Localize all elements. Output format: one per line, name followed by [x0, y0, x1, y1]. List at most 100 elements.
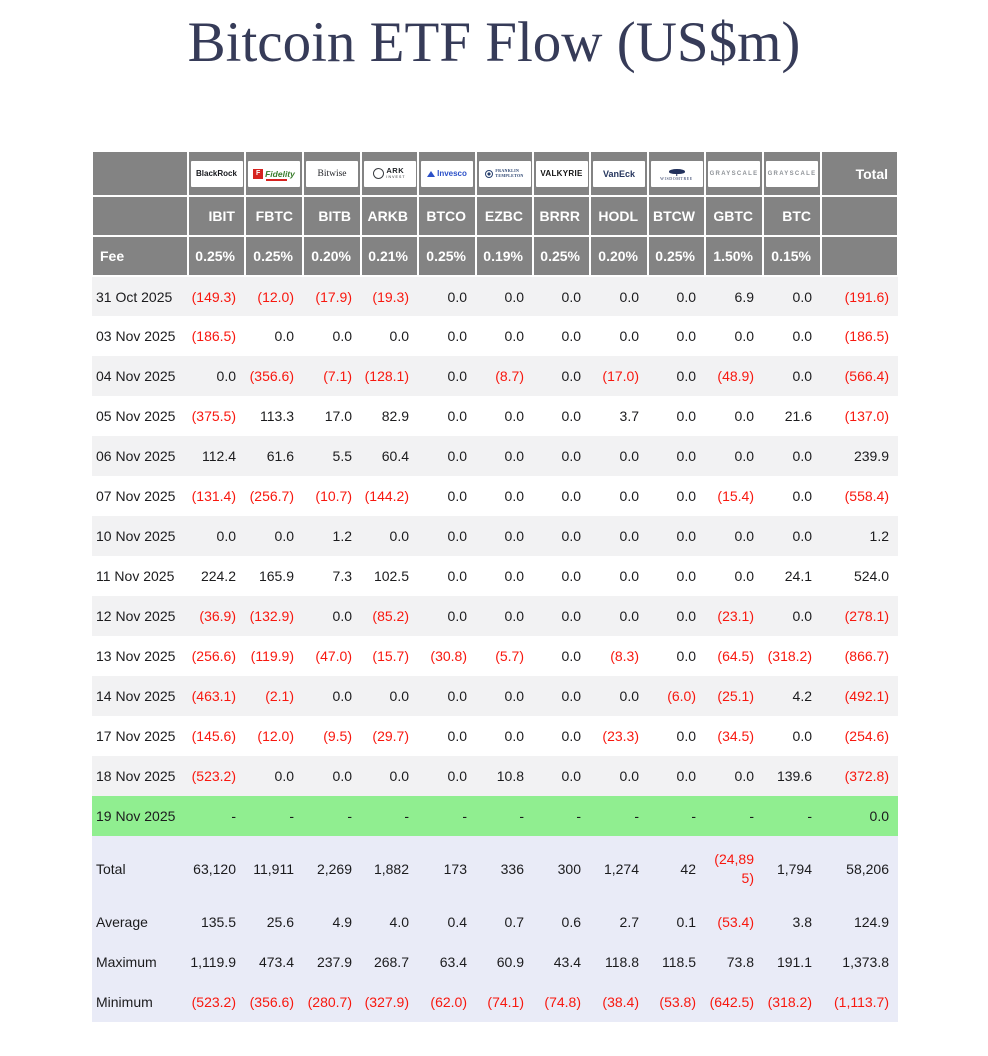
fidelity-logo-text: Fidelity: [265, 168, 295, 181]
bitwise-logo: Bitwise: [306, 160, 358, 187]
corner-cell: [91, 150, 189, 197]
etf-flow-table-container: BlackRock F Fidelity Bitwise ARK INVEST Invesc…: [91, 150, 899, 1022]
blackrock-logo-text: BlackRock: [196, 169, 237, 178]
date-cell: 31 Oct 2025: [96, 288, 173, 305]
flow-cell: (23.3): [602, 728, 639, 744]
ticker-header: GBTC: [704, 195, 764, 237]
wisdomtree-tree-icon: [668, 168, 685, 174]
summary-total-cell: 1,373.8: [842, 953, 889, 970]
date-cell: 10 Nov 2025: [96, 528, 176, 544]
flow-cell: 17.0: [324, 408, 352, 424]
date-cell: 06 Nov 2025: [96, 448, 176, 464]
flow-cell: (19.3): [372, 288, 409, 305]
summary-cell: 0.7: [504, 913, 524, 930]
flow-cell: 0.0: [504, 328, 524, 344]
valkyrie-logo-text: VALKYRIE: [540, 169, 583, 178]
summary-cell: (38.4): [602, 993, 639, 1010]
ark-logo: ARK INVEST: [363, 160, 416, 187]
flow-cell: (5.7): [495, 648, 524, 664]
table-row: 07 Nov 2025 (131.4) (256.7) (10.7) (144.2) 0.…: [92, 476, 898, 516]
summary-row: Maximum 1,119.9 473.4 237.9 268.7 63.4 60.9 43.…: [92, 942, 898, 982]
logo-cell: VALKYRIE: [532, 150, 591, 197]
summary-cell: 73.8: [726, 953, 754, 970]
flow-cell: 0.0: [504, 448, 524, 464]
summary-cell: (523.2): [191, 993, 236, 1010]
flow-cell: 0.0: [561, 688, 581, 704]
date-cell: 12 Nov 2025: [96, 608, 176, 624]
summary-cell: (24,895): [714, 851, 754, 886]
grayscale-logo: GRAYSCALE: [766, 160, 818, 187]
flow-cell: 24.1: [784, 568, 812, 584]
fee-cell: 1.50%: [704, 235, 764, 277]
flow-cell: (25.1): [717, 688, 754, 704]
grayscale-logo-text: GRAYSCALE: [709, 170, 759, 177]
summary-cell: 1,274: [603, 860, 639, 877]
logo-cell: BlackRock: [187, 150, 246, 197]
flow-cell: 0.0: [389, 328, 409, 344]
summary-cell: 43.4: [553, 953, 581, 970]
etf-flow-table: BlackRock F Fidelity Bitwise ARK INVEST Invesc…: [91, 150, 899, 1022]
fidelity-logo: F Fidelity: [248, 160, 300, 187]
date-cell: 19 Nov 2025: [96, 808, 176, 824]
logo-cell: F Fidelity: [244, 150, 304, 197]
flow-cell: (6.0): [667, 688, 696, 704]
flow-cell: 7.3: [332, 568, 352, 584]
flow-cell: 0.0: [504, 488, 524, 504]
flow-cell: 0.0: [676, 608, 696, 624]
logo-cell: ARK INVEST: [360, 150, 419, 197]
fidelity-f-icon: F: [253, 168, 264, 179]
flow-cell: 0.0: [561, 728, 581, 744]
franklin-logo-text: FRANKLIN: [495, 168, 520, 174]
fee-row: Fee 0.25% 0.25% 0.20% 0.21% 0.25% 0.19% 0.25% 0.…: [91, 235, 899, 277]
vaneck-logo: VanEck: [593, 160, 645, 187]
summary-cell: 60.9: [496, 953, 524, 970]
flow-cell: 0.0: [561, 528, 581, 544]
franklin-logo-subtext: TEMPLETON: [495, 172, 524, 178]
fee-cell: 0.19%: [475, 235, 534, 277]
logo-cell: GRAYSCALE: [762, 150, 822, 197]
franklin-portrait-icon: [485, 169, 494, 178]
date-cell: 04 Nov 2025: [96, 368, 176, 384]
ticker-row-spacer: [91, 195, 189, 237]
franklin-logo-wordmark: FRANKLIN TEMPLETON: [495, 168, 524, 178]
flow-cell: 0.0: [734, 568, 754, 584]
row-total-cell: 1.2: [869, 528, 889, 544]
flow-cell: 0.0: [619, 488, 639, 504]
flow-cell: (186.5): [191, 328, 236, 344]
flow-cell: 0.0: [792, 328, 812, 344]
table-row: 31 Oct 2025 (149.3) (12.0) (17.9) (19.3) 0.0 0…: [92, 276, 898, 316]
table-row: 04 Nov 2025 0.0 (356.6) (7.1) (128.1) 0.0 (8.7…: [92, 356, 898, 396]
summary-cell: 0.1: [676, 913, 696, 930]
flow-cell: (10.7): [315, 488, 352, 504]
flow-cell: -: [289, 808, 294, 824]
summary-cell: 0.4: [447, 913, 467, 930]
date-cell: 05 Nov 2025: [96, 408, 176, 424]
row-total-cell: (254.6): [844, 728, 889, 744]
flow-cell: 0.0: [676, 568, 696, 584]
flow-cell: 0.0: [676, 368, 696, 384]
summary-total-cell: 58,206: [846, 860, 889, 877]
flow-cell: (12.0): [257, 288, 294, 305]
flow-cell: 0.0: [734, 448, 754, 464]
flow-cell: 0.0: [389, 528, 409, 544]
fee-cell: 0.15%: [762, 235, 822, 277]
row-total-cell: (558.4): [844, 488, 889, 504]
flow-cell: 0.0: [619, 688, 639, 704]
flow-cell: 0.0: [504, 728, 524, 744]
flow-cell: 0.0: [561, 448, 581, 464]
summary-cell: 1,882: [373, 860, 409, 877]
fee-cell: 0.25%: [417, 235, 477, 277]
summary-cell: (62.0): [430, 993, 467, 1010]
flow-cell: 61.6: [266, 448, 294, 464]
flow-cell: 0.0: [504, 408, 524, 424]
ark-logo-text: ARK: [386, 166, 405, 176]
ark-logo-subtext: INVEST: [386, 174, 406, 179]
summary-cell: (356.6): [249, 993, 294, 1010]
summary-cell: 0.6: [561, 913, 581, 930]
flow-cell: 0.0: [332, 608, 352, 624]
summary-cell: 237.9: [316, 953, 352, 970]
blackrock-logo: BlackRock: [190, 160, 243, 187]
date-cell: 11 Nov 2025: [96, 568, 175, 584]
flow-cell: -: [576, 808, 581, 824]
flow-cell: 0.0: [447, 728, 467, 744]
